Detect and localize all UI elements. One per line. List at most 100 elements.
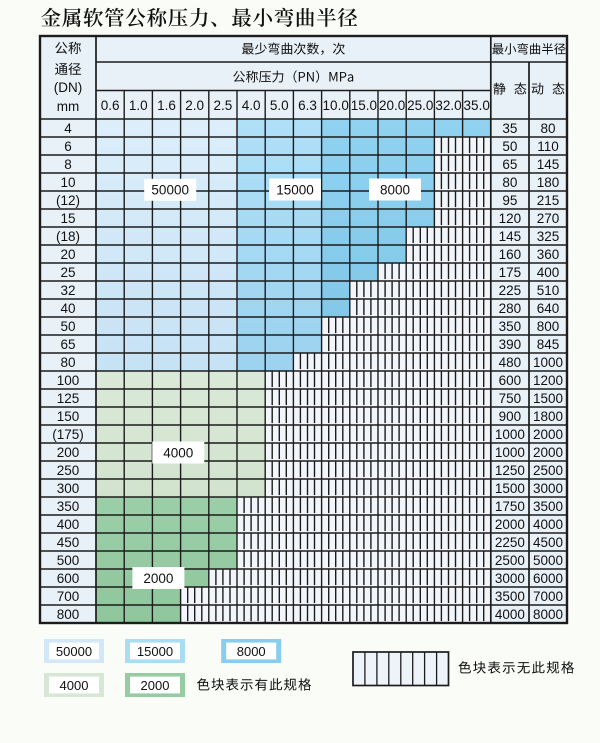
svg-text:2000: 2000 — [533, 445, 563, 460]
svg-text:400: 400 — [537, 265, 560, 280]
svg-text:2500: 2500 — [495, 553, 525, 568]
svg-text:110: 110 — [537, 139, 559, 154]
svg-text:500: 500 — [57, 553, 80, 568]
svg-text:360: 360 — [537, 247, 560, 262]
svg-text:4000: 4000 — [163, 445, 193, 460]
svg-text:50000: 50000 — [151, 183, 189, 198]
svg-text:2250: 2250 — [495, 535, 525, 550]
svg-text:3000: 3000 — [533, 481, 563, 496]
svg-text:800: 800 — [537, 319, 560, 334]
svg-text:145: 145 — [499, 229, 522, 244]
svg-text:15000: 15000 — [276, 182, 314, 197]
svg-text:640: 640 — [537, 301, 560, 316]
svg-text:(12): (12) — [56, 193, 80, 208]
svg-text:325: 325 — [537, 229, 560, 244]
svg-text:35.0: 35.0 — [464, 98, 490, 113]
svg-text:50: 50 — [502, 139, 517, 154]
svg-text:4000: 4000 — [495, 607, 525, 622]
svg-text:(18): (18) — [56, 229, 80, 244]
svg-text:65: 65 — [502, 157, 517, 172]
svg-text:7000: 7000 — [533, 589, 563, 604]
svg-text:8000: 8000 — [380, 182, 410, 197]
svg-text:5.0: 5.0 — [270, 98, 289, 113]
svg-text:mm: mm — [57, 99, 80, 114]
svg-text:4000: 4000 — [533, 517, 563, 532]
svg-text:800: 800 — [57, 607, 80, 622]
svg-text:6: 6 — [64, 139, 72, 154]
svg-text:120: 120 — [499, 211, 522, 226]
svg-text:750: 750 — [499, 391, 522, 406]
svg-text:180: 180 — [537, 175, 560, 190]
svg-text:400: 400 — [57, 517, 80, 532]
svg-text:280: 280 — [499, 301, 522, 316]
svg-text:1750: 1750 — [495, 499, 525, 514]
svg-text:2000: 2000 — [495, 517, 525, 532]
svg-text:4500: 4500 — [533, 535, 563, 550]
svg-text:350: 350 — [57, 499, 80, 514]
svg-text:390: 390 — [499, 337, 522, 352]
svg-text:100: 100 — [57, 373, 80, 388]
svg-text:250: 250 — [57, 463, 80, 478]
svg-text:4000: 4000 — [60, 678, 89, 693]
svg-text:1.0: 1.0 — [129, 98, 148, 113]
svg-text:125: 125 — [57, 391, 80, 406]
svg-text:900: 900 — [499, 409, 522, 424]
svg-text:0.6: 0.6 — [101, 98, 120, 113]
svg-text:(DN): (DN) — [54, 80, 83, 95]
svg-text:1000: 1000 — [495, 427, 525, 442]
svg-text:270: 270 — [537, 211, 560, 226]
svg-text:845: 845 — [537, 337, 560, 352]
svg-text:350: 350 — [499, 319, 522, 334]
svg-text:20: 20 — [60, 247, 75, 262]
svg-text:700: 700 — [57, 589, 80, 604]
svg-text:25.0: 25.0 — [407, 98, 433, 113]
svg-text:225: 225 — [499, 283, 522, 298]
svg-text:1000: 1000 — [495, 445, 525, 460]
svg-text:10: 10 — [60, 175, 75, 190]
svg-text:1500: 1500 — [533, 391, 563, 406]
svg-text:8: 8 — [64, 157, 72, 172]
svg-text:175: 175 — [499, 265, 522, 280]
svg-text:480: 480 — [499, 355, 522, 370]
svg-text:2000: 2000 — [143, 571, 173, 586]
svg-text:160: 160 — [499, 247, 522, 262]
svg-text:1800: 1800 — [533, 409, 563, 424]
svg-text:15: 15 — [60, 211, 75, 226]
svg-text:150: 150 — [57, 409, 80, 424]
svg-text:1000: 1000 — [533, 355, 563, 370]
svg-text:40: 40 — [60, 301, 75, 316]
svg-text:4: 4 — [64, 121, 72, 136]
svg-text:3500: 3500 — [533, 499, 563, 514]
svg-text:2500: 2500 — [533, 463, 563, 478]
svg-text:600: 600 — [57, 571, 80, 586]
svg-text:4.0: 4.0 — [242, 98, 261, 113]
svg-text:15000: 15000 — [137, 644, 173, 659]
svg-text:3000: 3000 — [495, 571, 525, 586]
svg-text:2.0: 2.0 — [185, 98, 204, 113]
svg-text:145: 145 — [537, 157, 560, 172]
svg-text:50: 50 — [60, 319, 75, 334]
svg-text:215: 215 — [537, 193, 560, 208]
svg-text:300: 300 — [57, 481, 80, 496]
svg-text:35: 35 — [502, 121, 517, 136]
svg-text:10.0: 10.0 — [323, 98, 349, 113]
svg-text:20.0: 20.0 — [379, 98, 405, 113]
svg-text:1200: 1200 — [533, 373, 563, 388]
svg-text:32: 32 — [60, 283, 75, 298]
svg-text:15.0: 15.0 — [351, 98, 377, 113]
svg-text:(175): (175) — [52, 427, 84, 442]
svg-text:510: 510 — [537, 283, 560, 298]
svg-text:25: 25 — [60, 265, 75, 280]
svg-text:8000: 8000 — [533, 607, 563, 622]
svg-text:6.3: 6.3 — [298, 98, 317, 113]
svg-text:200: 200 — [57, 445, 80, 460]
svg-text:3500: 3500 — [495, 589, 525, 604]
svg-text:5000: 5000 — [533, 553, 563, 568]
svg-text:2000: 2000 — [533, 427, 563, 442]
svg-text:1.6: 1.6 — [157, 98, 176, 113]
svg-text:1500: 1500 — [495, 481, 525, 496]
svg-text:2000: 2000 — [141, 678, 170, 693]
svg-text:95: 95 — [502, 193, 517, 208]
svg-text:6000: 6000 — [533, 571, 563, 586]
svg-text:32.0: 32.0 — [435, 98, 461, 113]
